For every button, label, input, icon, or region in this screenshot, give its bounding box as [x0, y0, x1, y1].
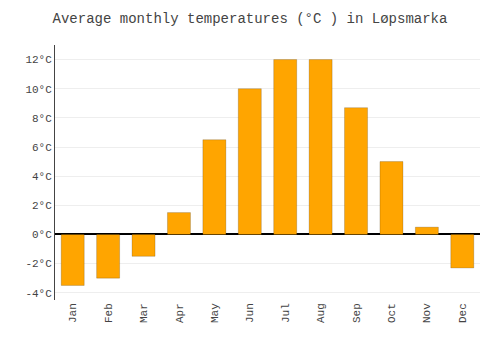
- svg-text:Nov: Nov: [421, 303, 433, 323]
- svg-text:May: May: [209, 303, 221, 323]
- svg-text:4°C: 4°C: [32, 171, 52, 183]
- svg-text:10°C: 10°C: [25, 84, 52, 96]
- svg-text:Dec: Dec: [457, 303, 469, 323]
- svg-text:Average monthly temperatures (: Average monthly temperatures (°C ) in Lø…: [53, 11, 448, 27]
- svg-text:-4°C: -4°C: [25, 288, 52, 300]
- svg-text:Feb: Feb: [103, 303, 115, 323]
- svg-text:Jan: Jan: [67, 303, 79, 323]
- svg-text:Jul: Jul: [280, 303, 292, 323]
- svg-text:0°C: 0°C: [32, 229, 52, 241]
- svg-text:Apr: Apr: [174, 303, 186, 323]
- svg-text:8°C: 8°C: [32, 113, 52, 125]
- svg-text:Oct: Oct: [386, 303, 398, 323]
- svg-text:Aug: Aug: [315, 303, 327, 323]
- svg-text:-2°C: -2°C: [25, 258, 52, 270]
- svg-text:Jun: Jun: [244, 303, 256, 323]
- svg-text:6°C: 6°C: [32, 142, 52, 154]
- svg-text:Mar: Mar: [138, 303, 150, 323]
- svg-text:12°C: 12°C: [25, 54, 52, 66]
- svg-text:Sep: Sep: [351, 303, 363, 323]
- svg-text:2°C: 2°C: [32, 200, 52, 212]
